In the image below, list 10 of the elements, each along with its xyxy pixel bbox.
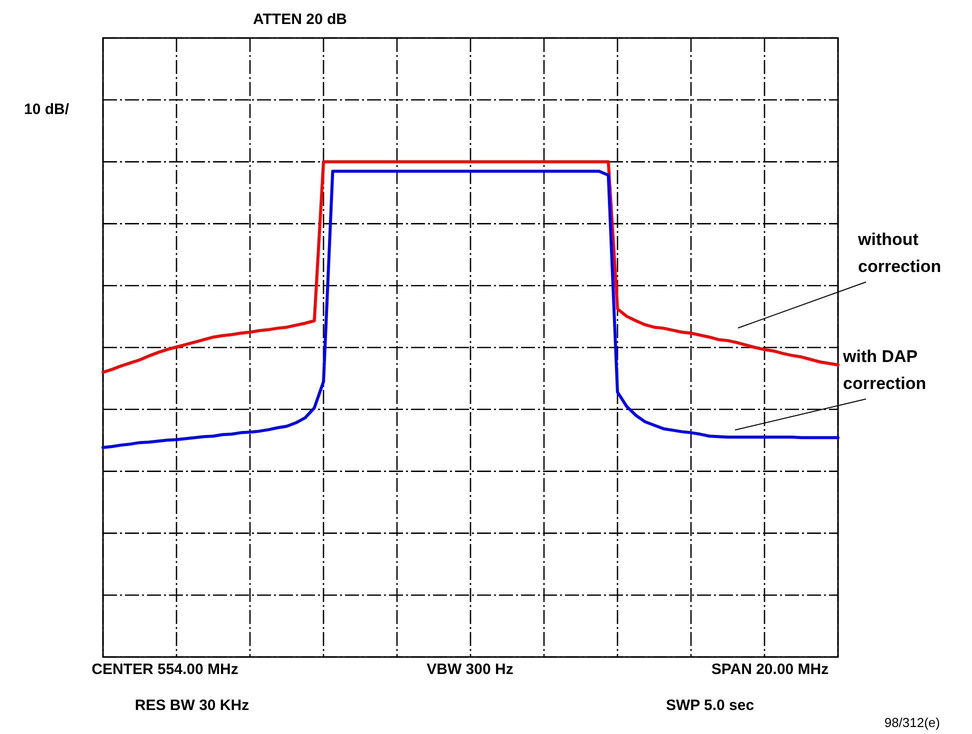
- text: 98/312(e): [884, 715, 940, 730]
- text: SWP 5.0 sec: [666, 697, 754, 714]
- text: with DAP correction: [842, 347, 926, 393]
- text: SPAN 20.00 MHz: [711, 661, 829, 678]
- chart-title: ATTEN 20 dB: [253, 11, 348, 28]
- y-axis-title: 10 dB/: [24, 101, 70, 118]
- text: without correction: [857, 230, 942, 276]
- text: RES BW 30 KHz: [134, 697, 250, 714]
- text: VBW 300 Hz: [426, 661, 514, 678]
- text: CENTER 554.00 MHz: [92, 661, 238, 678]
